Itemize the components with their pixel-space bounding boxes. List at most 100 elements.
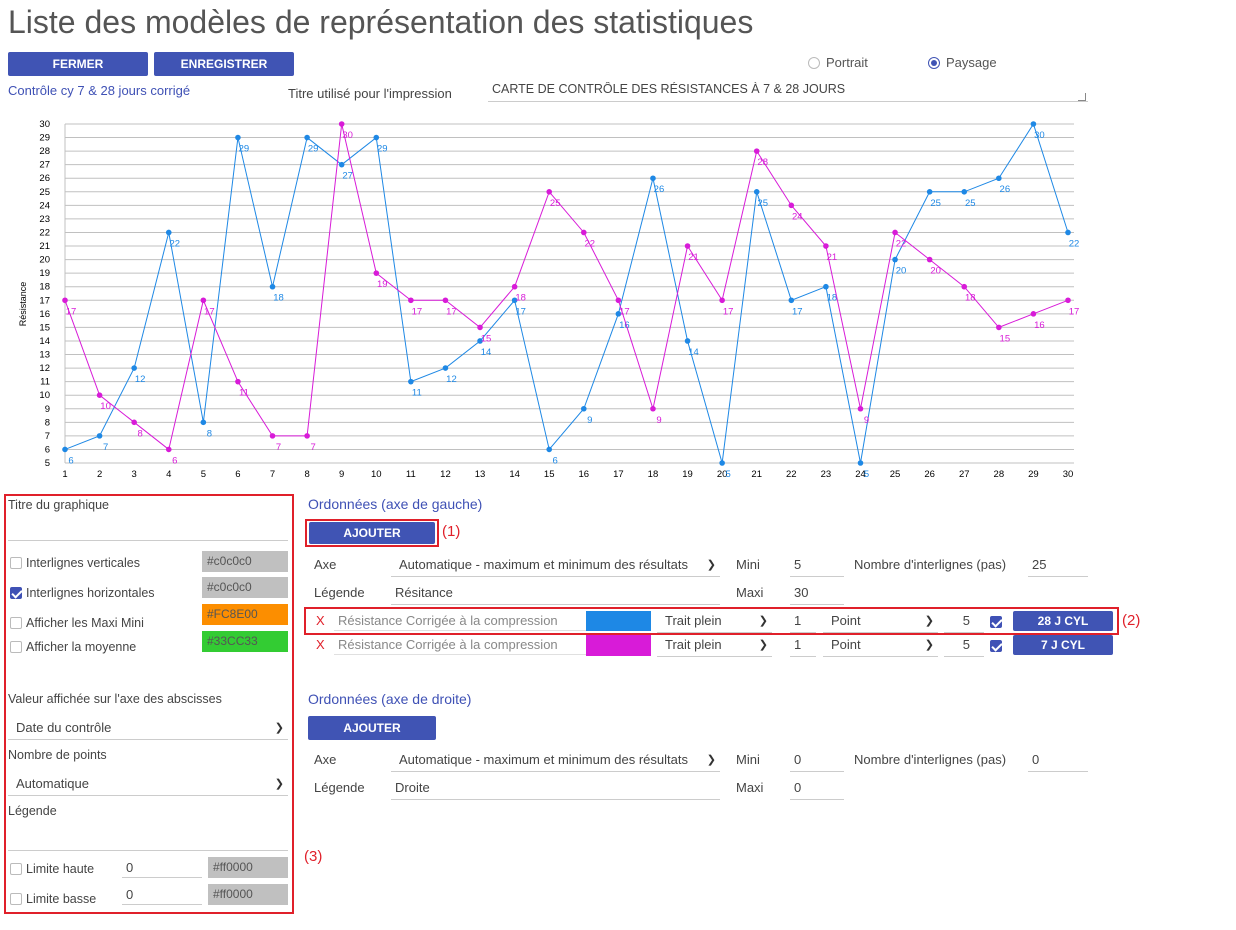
vert-lines-color[interactable]: #c0c0c0 [202, 551, 288, 572]
y-axis-label: Résistance [18, 282, 28, 327]
series-point [477, 324, 483, 331]
print-title-input[interactable]: CARTE DE CONTRÔLE DES RÉSISTANCES À 7 & … [488, 82, 1088, 102]
series-1-size-input[interactable]: 5 [944, 613, 984, 633]
series-point [753, 189, 760, 195]
limite-basse-color[interactable]: #ff0000 [208, 884, 288, 905]
series-point [961, 283, 968, 290]
data-label: 17 [412, 306, 423, 317]
remove-series-2-button[interactable]: X [316, 637, 325, 652]
series-point [684, 338, 691, 344]
data-label: 28 [757, 157, 768, 168]
right-mini-label: Mini [736, 752, 760, 767]
right-axe-select[interactable]: Automatique - maximum et minimum des rés… [391, 752, 720, 772]
add-right-axis-button[interactable]: AJOUTER [308, 716, 436, 740]
resize-handle[interactable] [1078, 93, 1086, 101]
left-axe-select[interactable]: Automatique - maximum et minimum des rés… [391, 557, 720, 577]
limite-basse-input[interactable]: 0 [122, 887, 202, 905]
series-point [892, 256, 898, 263]
maxi-mini-color[interactable]: #FC8E00 [202, 604, 288, 625]
series-1-line-select[interactable]: Trait plein ❯ [657, 613, 772, 633]
radio-paysage-circle[interactable] [928, 56, 940, 69]
y-tick-label: 5 [45, 458, 50, 469]
right-mini-input[interactable]: 0 [790, 752, 844, 772]
close-button[interactable]: FERMER [8, 52, 148, 76]
chevron-down-icon: ❯ [274, 778, 284, 790]
left-maxi-input[interactable]: 30 [790, 585, 844, 605]
series-point [62, 446, 68, 453]
remove-series-1-button[interactable]: X [316, 613, 325, 628]
data-label: 10 [100, 401, 111, 412]
legende-input[interactable] [8, 850, 288, 851]
x-tick-label: 18 [648, 469, 659, 480]
moyenne-color[interactable]: #33CC33 [202, 631, 288, 652]
series-1-checkbox[interactable] [990, 615, 1002, 633]
series-point [996, 175, 1002, 182]
left-legend-value: Résitance [395, 585, 453, 600]
limite-basse-label: Limite basse [26, 892, 97, 906]
series-2-cyl-button[interactable]: 7 J CYL [1013, 635, 1113, 655]
left-steps-input[interactable]: 25 [1028, 557, 1088, 577]
abscisse-select[interactable]: Date du contrôle ❯ [8, 720, 288, 740]
series-1-marker-select[interactable]: Point ❯ [823, 613, 938, 633]
series-2-name: Résistance Corrigée à la compression [338, 637, 558, 652]
data-label: 15 [481, 333, 492, 344]
chevron-down-icon: ❯ [706, 754, 716, 766]
series-point [62, 297, 68, 304]
maxi-mini-checkbox[interactable] [10, 616, 22, 634]
right-mini-value: 0 [794, 752, 802, 767]
x-tick-label: 9 [339, 469, 344, 480]
data-label: 6 [68, 455, 73, 466]
save-button[interactable]: ENREGISTRER [154, 52, 294, 76]
left-mini-value: 5 [794, 557, 802, 572]
data-label: 7 [276, 442, 281, 453]
radio-portrait-circle[interactable] [808, 56, 820, 69]
horiz-lines-checkbox[interactable] [10, 586, 22, 604]
series-1-name: Résistance Corrigée à la compression [338, 613, 558, 628]
right-maxi-input[interactable]: 0 [790, 780, 844, 800]
right-legend-input[interactable]: Droite [391, 780, 720, 800]
y-tick-label: 15 [39, 322, 50, 333]
series-point [926, 189, 933, 195]
model-name: Contrôle cy 7 & 28 jours corrigé [8, 83, 191, 98]
limite-basse-checkbox[interactable] [10, 892, 22, 910]
series-2-size-input[interactable]: 5 [944, 637, 984, 657]
radio-portrait[interactable]: Portrait [808, 55, 868, 70]
series-2-checkbox[interactable] [990, 639, 1002, 657]
limite-haute-color[interactable]: #ff0000 [208, 857, 288, 878]
vert-lines-checkbox[interactable] [10, 556, 22, 574]
x-tick-label: 16 [579, 469, 590, 480]
series-2-name-input[interactable]: Résistance Corrigée à la compression [334, 637, 586, 655]
y-tick-label: 23 [39, 214, 50, 225]
series-1-line-value: Trait plein [665, 613, 722, 628]
points-select[interactable]: Automatique ❯ [8, 776, 288, 796]
left-mini-input[interactable]: 5 [790, 557, 844, 577]
series-point [442, 365, 449, 371]
series-1-name-input[interactable]: Résistance Corrigée à la compression [334, 613, 586, 631]
x-tick-label: 25 [890, 469, 901, 480]
series-point [304, 433, 310, 439]
right-steps-value: 0 [1032, 752, 1040, 767]
series-2-marker-select[interactable]: Point ❯ [823, 637, 938, 657]
moyenne-checkbox[interactable] [10, 640, 22, 658]
limite-haute-input[interactable]: 0 [122, 860, 202, 878]
series-1-width-input[interactable]: 1 [790, 613, 816, 633]
radio-paysage[interactable]: Paysage [928, 55, 997, 70]
left-axe-value: Automatique - maximum et minimum des rés… [399, 557, 688, 572]
series-point [165, 446, 172, 453]
add-left-axis-button[interactable]: AJOUTER [309, 522, 435, 544]
data-label: 17 [66, 306, 77, 317]
series-2-width-input[interactable]: 1 [790, 637, 816, 657]
series-2-color-swatch[interactable] [586, 635, 651, 656]
series-2-line-select[interactable]: Trait plein ❯ [657, 637, 772, 657]
series-1-color-swatch[interactable] [586, 611, 651, 631]
y-tick-label: 22 [39, 227, 50, 238]
horiz-lines-color[interactable]: #c0c0c0 [202, 577, 288, 598]
right-steps-input[interactable]: 0 [1028, 752, 1088, 772]
chart-title-input[interactable] [8, 540, 288, 541]
series-1-cyl-button[interactable]: 28 J CYL [1013, 611, 1113, 631]
series-point [650, 175, 656, 182]
data-label: 15 [1000, 333, 1011, 344]
left-legend-input[interactable]: Résitance [391, 585, 720, 605]
limite-haute-checkbox[interactable] [10, 862, 22, 880]
series-2-size: 5 [962, 637, 970, 652]
